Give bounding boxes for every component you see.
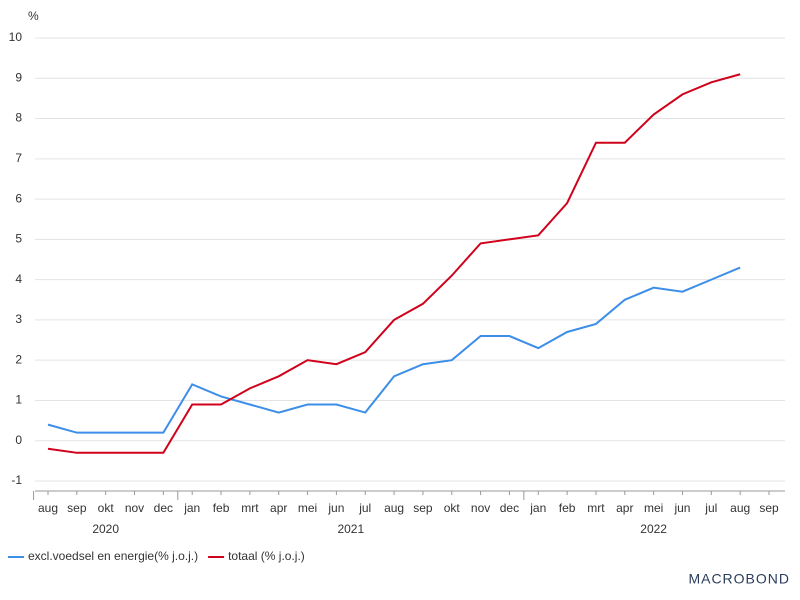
x-tick-label: aug <box>38 501 58 515</box>
legend-label: totaal (% j.o.j.) <box>228 549 305 563</box>
year-label: 2020 <box>92 522 119 536</box>
x-tick-label: apr <box>616 501 633 515</box>
legend-label: excl.voedsel en energie(% j.o.j.) <box>28 549 198 563</box>
x-tick-label: jun <box>673 501 690 515</box>
y-tick-label: 9 <box>15 70 22 84</box>
x-tick-label: dec <box>500 501 519 515</box>
x-tick-label: jul <box>358 501 371 515</box>
logo: MACROBOND <box>688 571 790 587</box>
x-tick-label: sep <box>67 501 87 515</box>
x-tick-label: mei <box>644 501 663 515</box>
y-tick-label: 10 <box>9 30 23 44</box>
x-tick-label: okt <box>98 501 115 515</box>
x-tick-label: aug <box>730 501 750 515</box>
x-tick-label: nov <box>471 501 490 515</box>
line-series <box>47 266 741 434</box>
x-tick-label: dec <box>154 501 173 515</box>
x-tick-label: jan <box>529 501 546 515</box>
y-tick-label: 8 <box>15 111 22 125</box>
x-tick-label: mrt <box>587 501 605 515</box>
line-series <box>47 73 741 454</box>
x-tick-label: sep <box>759 501 779 515</box>
year-label: 2022 <box>640 522 667 536</box>
y-tick-label: 3 <box>15 312 22 326</box>
x-tick-label: jan <box>183 501 200 515</box>
y-tick-label: 0 <box>15 433 22 447</box>
x-tick-label: feb <box>559 501 576 515</box>
x-tick-label: feb <box>213 501 230 515</box>
y-tick-label: -1 <box>11 473 22 487</box>
x-tick-label: apr <box>270 501 287 515</box>
x-tick-label: sep <box>413 501 433 515</box>
y-tick-label: 2 <box>15 352 22 366</box>
x-tick-label: jun <box>327 501 344 515</box>
x-tick-label: mrt <box>241 501 259 515</box>
y-tick-label: 7 <box>15 151 22 165</box>
x-tick-label: nov <box>125 501 144 515</box>
x-tick-label: jul <box>704 501 717 515</box>
y-tick-label: 4 <box>15 272 22 286</box>
x-tick-label: mei <box>298 501 317 515</box>
x-tick-label: okt <box>444 501 461 515</box>
y-tick-label: 6 <box>15 191 22 205</box>
y-tick-label: 1 <box>15 393 22 407</box>
year-label: 2021 <box>337 522 364 536</box>
y-tick-label: 5 <box>15 232 22 246</box>
y-axis-label: % <box>28 9 39 23</box>
x-tick-label: aug <box>384 501 404 515</box>
